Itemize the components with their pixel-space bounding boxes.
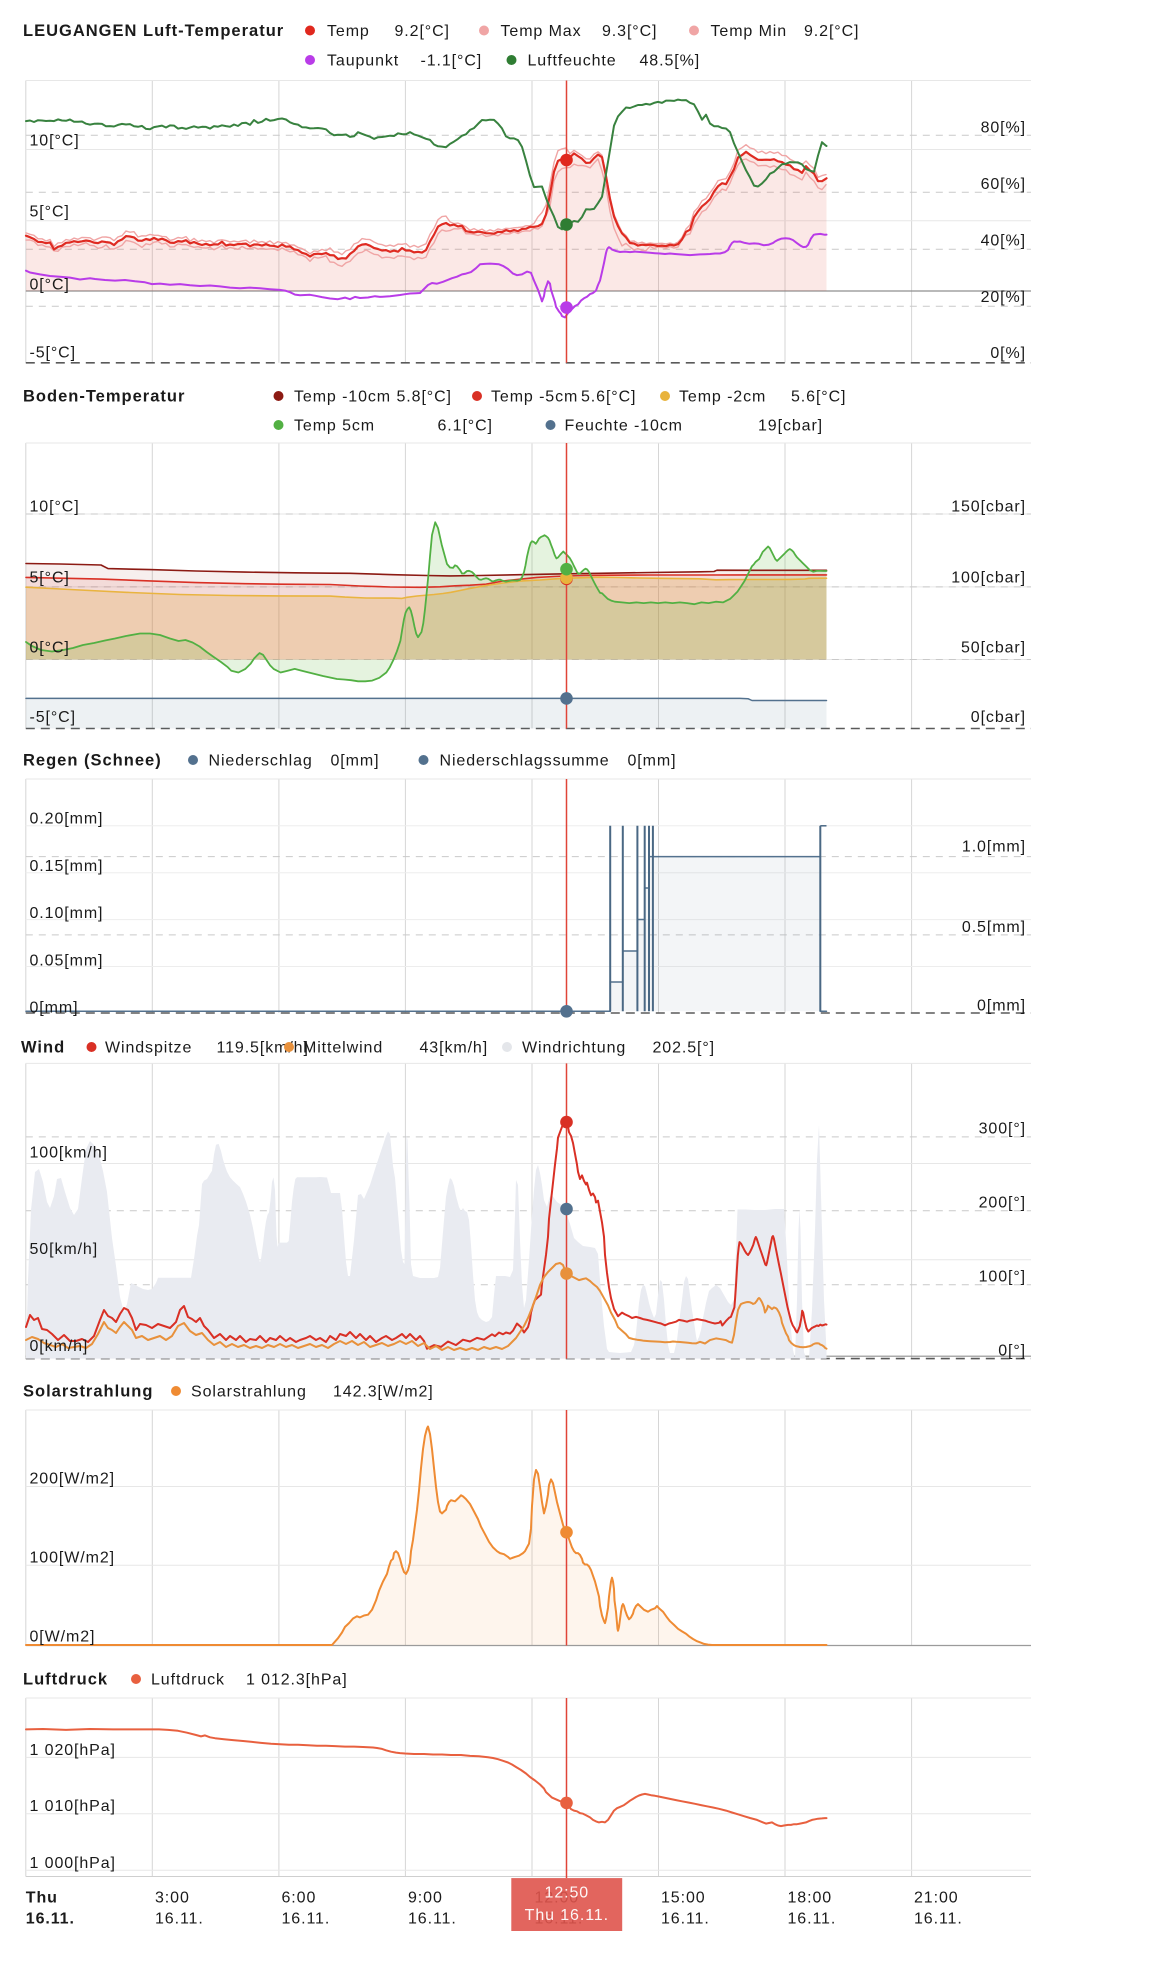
svg-text:9.2[°C]: 9.2[°C] xyxy=(395,23,450,40)
svg-text:48.5[%]: 48.5[%] xyxy=(640,53,701,70)
svg-text:1 012.3[hPa]: 1 012.3[hPa] xyxy=(246,1672,348,1689)
svg-text:1 000[hPa]: 1 000[hPa] xyxy=(30,1855,116,1872)
svg-text:200[W/m2]: 200[W/m2] xyxy=(30,1471,115,1488)
svg-text:15:00: 15:00 xyxy=(661,1890,706,1907)
svg-text:Thu: Thu xyxy=(26,1890,58,1907)
svg-text:60[%]: 60[%] xyxy=(981,176,1026,193)
svg-text:10[°C]: 10[°C] xyxy=(30,499,80,516)
svg-text:Thu 16.11.: Thu 16.11. xyxy=(525,1907,609,1924)
svg-text:Boden-Temperatur: Boden-Temperatur xyxy=(23,388,185,406)
svg-text:150[cbar]: 150[cbar] xyxy=(951,499,1026,516)
svg-text:1.0[mm]: 1.0[mm] xyxy=(962,839,1026,856)
svg-text:119.5[km/h]: 119.5[km/h] xyxy=(217,1040,309,1057)
svg-text:Niederschlag: Niederschlag xyxy=(209,753,313,770)
svg-text:16.11.: 16.11. xyxy=(914,1911,963,1928)
svg-text:Temp -2cm: Temp -2cm xyxy=(679,389,766,406)
svg-text:Taupunkt: Taupunkt xyxy=(327,53,399,70)
svg-text:Luftfeuchte: Luftfeuchte xyxy=(528,53,617,70)
svg-text:200[°]: 200[°] xyxy=(979,1195,1026,1212)
svg-text:5.6[°C]: 5.6[°C] xyxy=(791,389,846,406)
svg-text:80[%]: 80[%] xyxy=(981,120,1026,137)
svg-text:Temp -5cm: Temp -5cm xyxy=(491,389,578,406)
svg-text:16.11.: 16.11. xyxy=(661,1911,710,1928)
svg-text:18:00: 18:00 xyxy=(788,1890,833,1907)
svg-text:Mittelwind: Mittelwind xyxy=(303,1040,383,1057)
svg-text:0[mm]: 0[mm] xyxy=(628,753,677,770)
svg-text:0[W/m2]: 0[W/m2] xyxy=(30,1629,96,1646)
svg-text:Temp -10cm: Temp -10cm xyxy=(294,389,391,406)
svg-text:43[km/h]: 43[km/h] xyxy=(420,1040,489,1057)
svg-text:-5[°C]: -5[°C] xyxy=(30,709,76,726)
svg-text:Temp 5cm: Temp 5cm xyxy=(294,418,375,435)
svg-text:9.2[°C]: 9.2[°C] xyxy=(804,23,859,40)
svg-text:9.3[°C]: 9.3[°C] xyxy=(602,23,657,40)
svg-text:100[km/h]: 100[km/h] xyxy=(30,1145,108,1162)
svg-text:1 010[hPa]: 1 010[hPa] xyxy=(30,1798,116,1815)
svg-text:-1.1[°C]: -1.1[°C] xyxy=(421,53,483,70)
svg-text:LEUGANGEN Luft-Temperatur: LEUGANGEN Luft-Temperatur xyxy=(23,22,284,40)
svg-text:Luftdruck: Luftdruck xyxy=(151,1672,225,1689)
svg-text:0[km/h]: 0[km/h] xyxy=(30,1338,89,1355)
svg-text:0[mm]: 0[mm] xyxy=(977,998,1026,1015)
svg-text:Temp Min: Temp Min xyxy=(711,23,788,40)
svg-text:0[%]: 0[%] xyxy=(990,345,1026,362)
svg-text:10[°C]: 10[°C] xyxy=(30,133,80,150)
svg-text:0[°C]: 0[°C] xyxy=(30,640,70,657)
svg-text:Solarstrahlung: Solarstrahlung xyxy=(23,1383,153,1401)
svg-text:Windrichtung: Windrichtung xyxy=(522,1040,626,1057)
svg-text:Temp Max: Temp Max xyxy=(501,23,582,40)
svg-text:19[cbar]: 19[cbar] xyxy=(758,418,823,435)
svg-text:12:50: 12:50 xyxy=(545,1885,590,1902)
svg-text:100[°]: 100[°] xyxy=(979,1269,1026,1286)
svg-text:300[°]: 300[°] xyxy=(979,1121,1026,1138)
svg-text:16.11.: 16.11. xyxy=(408,1911,457,1928)
svg-text:16.11.: 16.11. xyxy=(282,1911,331,1928)
svg-text:40[%]: 40[%] xyxy=(981,233,1026,250)
svg-text:6:00: 6:00 xyxy=(282,1890,317,1907)
svg-text:Wind: Wind xyxy=(21,1039,65,1057)
svg-text:Solarstrahlung: Solarstrahlung xyxy=(191,1384,307,1401)
svg-text:0.15[mm]: 0.15[mm] xyxy=(30,858,104,875)
svg-text:5.8[°C]: 5.8[°C] xyxy=(397,389,452,406)
svg-text:21:00: 21:00 xyxy=(914,1890,959,1907)
svg-text:5[°C]: 5[°C] xyxy=(30,204,70,221)
svg-text:5.6[°C]: 5.6[°C] xyxy=(581,389,636,406)
svg-text:Regen (Schnee): Regen (Schnee) xyxy=(23,752,162,770)
svg-text:Luftdruck: Luftdruck xyxy=(23,1671,108,1689)
svg-text:16.11.: 16.11. xyxy=(155,1911,204,1928)
svg-text:20[%]: 20[%] xyxy=(981,289,1026,306)
svg-text:50[km/h]: 50[km/h] xyxy=(30,1241,99,1258)
svg-text:0[mm]: 0[mm] xyxy=(30,1000,79,1017)
svg-text:16.11.: 16.11. xyxy=(26,1911,75,1928)
svg-text:100[W/m2]: 100[W/m2] xyxy=(30,1550,115,1567)
svg-text:-5[°C]: -5[°C] xyxy=(30,345,76,362)
svg-text:0.5[mm]: 0.5[mm] xyxy=(962,919,1026,936)
svg-text:6.1[°C]: 6.1[°C] xyxy=(438,418,493,435)
svg-text:0[cbar]: 0[cbar] xyxy=(971,709,1026,726)
svg-text:1 020[hPa]: 1 020[hPa] xyxy=(30,1742,116,1759)
svg-text:5[°C]: 5[°C] xyxy=(30,570,70,587)
svg-text:0[mm]: 0[mm] xyxy=(331,753,380,770)
svg-text:202.5[°]: 202.5[°] xyxy=(653,1040,716,1057)
svg-text:Temp: Temp xyxy=(327,23,370,40)
svg-text:50[cbar]: 50[cbar] xyxy=(961,640,1026,657)
svg-text:Niederschlagssumme: Niederschlagssumme xyxy=(440,753,610,770)
svg-text:16.11.: 16.11. xyxy=(788,1911,837,1928)
svg-text:142.3[W/m2]: 142.3[W/m2] xyxy=(333,1384,434,1401)
svg-text:0.20[mm]: 0.20[mm] xyxy=(30,811,104,828)
svg-text:0.05[mm]: 0.05[mm] xyxy=(30,953,104,970)
svg-text:0[°]: 0[°] xyxy=(998,1343,1026,1360)
svg-text:Feuchte -10cm: Feuchte -10cm xyxy=(565,418,683,435)
svg-text:0.10[mm]: 0.10[mm] xyxy=(30,905,104,922)
svg-text:9:00: 9:00 xyxy=(408,1890,443,1907)
svg-text:100[cbar]: 100[cbar] xyxy=(951,570,1026,587)
svg-text:Windspitze: Windspitze xyxy=(105,1040,192,1057)
svg-text:3:00: 3:00 xyxy=(155,1890,190,1907)
svg-text:0[°C]: 0[°C] xyxy=(30,277,70,294)
